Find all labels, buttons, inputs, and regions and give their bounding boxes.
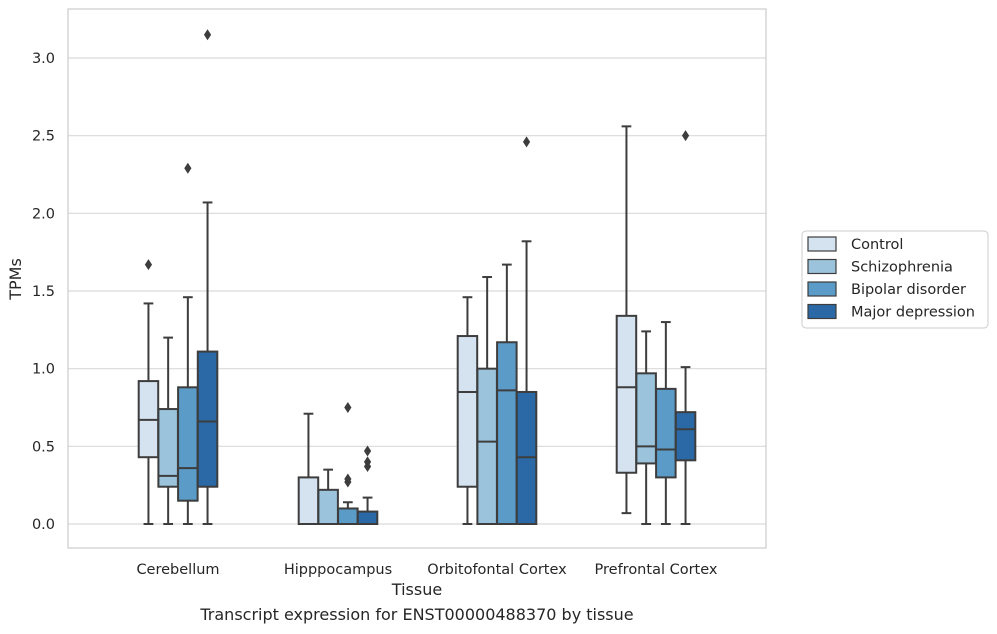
box-plot-chart: 0.0 0.5 1.0 1.5 2.0 2.5 3.0 Cerebellum Hipppoca… [6,8,989,599]
x-tick-label: Orbitofontal Cortex [427,562,567,578]
box [674,411,697,462]
box-group [674,130,697,525]
outlier-point [344,402,352,413]
y-tick-label: 2.5 [32,129,55,145]
outlier-point [522,136,531,148]
y-tick-labels: 0.0 0.5 1.0 1.5 2.0 2.5 3.0 [32,51,55,533]
box [476,367,498,525]
box-group [157,336,179,525]
box-group [317,468,339,525]
box-group [177,162,199,525]
figure-caption: Transcript expression for ENST0000048837… [200,605,634,624]
outlier-point [144,259,153,271]
legend-frame [801,230,989,329]
legend-label: Control [851,237,903,253]
box-group [196,29,219,525]
y-tick-label: 0.0 [32,517,55,533]
box-group [337,402,359,526]
outlier-point [203,29,212,41]
x-tick-label: Cerebellum [136,562,219,578]
box-group [615,125,638,515]
x-tick-label: Prefrontal Cortex [595,562,718,578]
box [615,314,638,474]
box-group [635,330,657,525]
boxes-layer [137,29,697,526]
box [317,488,339,525]
y-tick-label: 2.0 [32,206,55,222]
outlier-point [184,162,192,174]
legend-swatch [807,258,837,275]
y-tick-label: 3.0 [32,51,55,67]
box [196,350,219,488]
box [456,335,479,488]
box [297,476,320,525]
plot-frame [67,8,767,549]
legend-label: Schizophrenia [851,260,953,276]
box [337,507,359,526]
x-axis-label: Tissue [391,580,442,599]
box-group [137,259,160,525]
box [635,372,657,465]
box [356,510,379,525]
box-group [356,445,379,525]
box [496,341,518,526]
box-group [655,321,677,525]
box-group [297,412,320,525]
box [655,387,677,479]
box-group [515,136,538,526]
box-group [496,263,518,526]
x-tick-labels: Cerebellum Hipppocampus Orbitofontal Corte… [136,562,717,578]
y-axis-label: TPMs [6,258,25,301]
legend-swatch [807,281,837,297]
box-group [456,296,479,525]
outlier-point [363,445,372,457]
y-tick-label: 0.5 [32,439,55,455]
legend-swatch [807,303,837,320]
x-tick-label: Hipppocampus [284,562,392,578]
box [177,386,199,502]
outlier-point [363,461,372,473]
y-tick-label: 1.5 [32,284,55,300]
y-tick-label: 1.0 [32,362,55,378]
legend: Control Schizophrenia Bipolar disorder Majo… [801,230,989,329]
outlier-point [344,476,352,488]
legend-label: Bipolar disorder [851,282,966,298]
box-group [476,276,498,525]
legend-swatch [807,236,837,252]
outlier-point [681,130,690,142]
legend-label: Major depression [851,305,975,321]
